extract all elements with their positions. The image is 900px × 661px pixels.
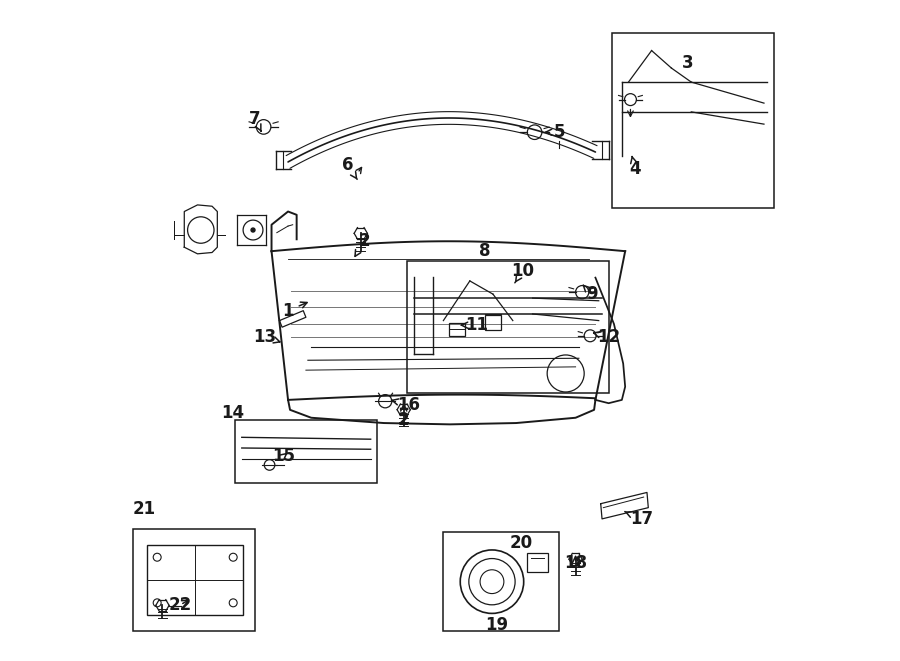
Text: 9: 9 bbox=[583, 285, 598, 303]
Text: 22: 22 bbox=[168, 596, 192, 614]
Text: 16: 16 bbox=[392, 395, 420, 414]
Bar bbox=[444, 532, 559, 631]
Text: 5: 5 bbox=[545, 123, 565, 141]
Text: 2: 2 bbox=[398, 405, 410, 429]
Text: 2: 2 bbox=[355, 232, 370, 256]
Text: 17: 17 bbox=[625, 510, 653, 528]
Bar bbox=[148, 545, 243, 615]
Bar bbox=[612, 33, 774, 208]
Bar bbox=[407, 261, 608, 393]
Text: 7: 7 bbox=[249, 110, 261, 131]
Text: 11: 11 bbox=[462, 316, 488, 334]
Text: 14: 14 bbox=[221, 404, 245, 422]
Text: 21: 21 bbox=[133, 500, 157, 518]
Bar bbox=[235, 420, 377, 483]
Text: 3: 3 bbox=[682, 54, 694, 72]
Text: 15: 15 bbox=[272, 447, 295, 465]
Text: 8: 8 bbox=[479, 242, 490, 260]
Text: 12: 12 bbox=[594, 328, 620, 346]
Text: 6: 6 bbox=[342, 156, 357, 179]
Text: 19: 19 bbox=[485, 615, 508, 634]
Bar bbox=[485, 315, 501, 330]
Text: 4: 4 bbox=[629, 157, 641, 178]
Bar bbox=[526, 553, 548, 572]
Text: 20: 20 bbox=[509, 534, 533, 553]
Text: 18: 18 bbox=[564, 554, 587, 572]
Bar bbox=[449, 323, 465, 336]
Text: 13: 13 bbox=[254, 328, 280, 346]
Bar bbox=[132, 529, 255, 631]
Text: 10: 10 bbox=[511, 262, 535, 283]
Circle shape bbox=[251, 228, 255, 232]
Text: 1: 1 bbox=[283, 301, 307, 320]
